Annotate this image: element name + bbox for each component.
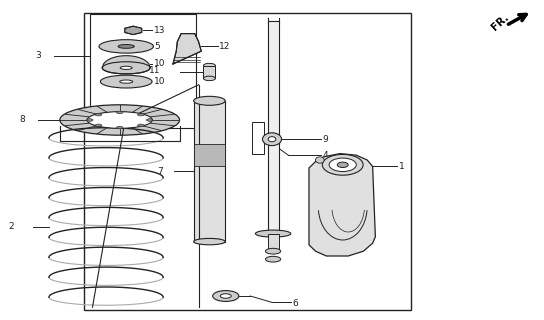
Text: 7: 7 (157, 167, 163, 176)
Ellipse shape (329, 158, 356, 172)
Bar (203, 66, 215, 78)
Text: 12: 12 (219, 42, 231, 51)
Ellipse shape (268, 137, 276, 142)
Text: 10: 10 (154, 60, 165, 68)
Polygon shape (125, 26, 142, 35)
Ellipse shape (86, 119, 93, 121)
Text: 2: 2 (8, 222, 14, 231)
Ellipse shape (316, 157, 324, 163)
Ellipse shape (146, 119, 153, 121)
Ellipse shape (120, 66, 132, 69)
Ellipse shape (213, 291, 239, 301)
Ellipse shape (263, 133, 282, 146)
Ellipse shape (203, 63, 215, 68)
Ellipse shape (60, 105, 180, 135)
Bar (84, 13, 411, 310)
Text: 8: 8 (19, 116, 24, 124)
Ellipse shape (265, 248, 281, 254)
Text: 9: 9 (323, 135, 329, 144)
Bar (194, 101, 225, 242)
Ellipse shape (194, 96, 225, 105)
Bar (268, 234, 279, 251)
Text: 13: 13 (154, 26, 165, 35)
Ellipse shape (87, 112, 152, 128)
Ellipse shape (256, 230, 291, 237)
Ellipse shape (99, 40, 153, 53)
Ellipse shape (337, 162, 348, 168)
Bar (90, 14, 196, 128)
Bar (194, 144, 225, 166)
Ellipse shape (116, 111, 123, 114)
Ellipse shape (118, 44, 134, 48)
Ellipse shape (194, 238, 225, 245)
Text: 6: 6 (293, 299, 299, 308)
Bar (252, 122, 264, 154)
Ellipse shape (120, 80, 133, 83)
Bar (268, 21, 279, 232)
Text: FR.: FR. (490, 12, 511, 33)
Ellipse shape (138, 113, 144, 116)
Polygon shape (173, 34, 201, 64)
Ellipse shape (220, 294, 231, 298)
Ellipse shape (102, 62, 150, 74)
Text: 11: 11 (149, 66, 160, 75)
Ellipse shape (265, 256, 281, 262)
Polygon shape (309, 154, 375, 256)
Ellipse shape (203, 76, 215, 81)
Ellipse shape (323, 155, 363, 175)
Text: 4: 4 (323, 151, 328, 160)
Text: 3: 3 (35, 52, 41, 60)
Ellipse shape (138, 124, 144, 127)
Ellipse shape (116, 126, 123, 129)
Text: 5: 5 (154, 42, 160, 51)
Text: 1: 1 (399, 162, 405, 171)
Text: 10: 10 (154, 77, 165, 86)
Ellipse shape (95, 113, 102, 116)
Ellipse shape (100, 75, 152, 88)
Ellipse shape (95, 124, 102, 127)
